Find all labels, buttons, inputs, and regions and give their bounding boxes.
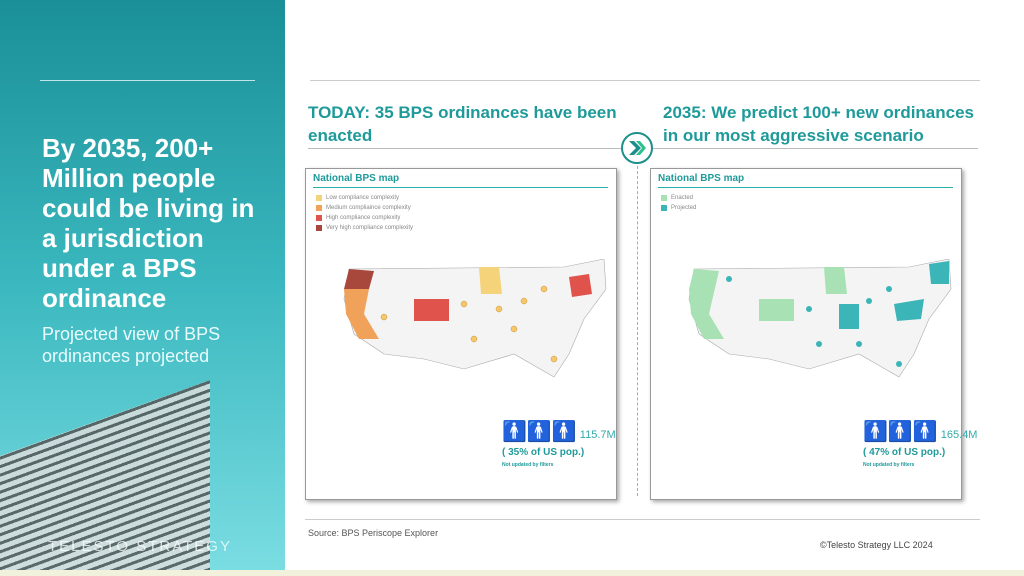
- divider: [310, 80, 980, 81]
- population-stat: 🚹🚹🚹 165.4M ( 47% of US pop.) Not updated…: [863, 419, 1013, 468]
- map-legend: Low compliance complexity Medium compliai…: [316, 193, 413, 233]
- future-heading: 2035: We predict 100+ new ordinances in …: [663, 103, 975, 145]
- legend-item: Low compliance complexity: [316, 193, 413, 203]
- population-stat: 🚹🚹🚹 115.7M ( 35% of US pop.) Not updated…: [502, 419, 652, 468]
- population-value: 165.4M: [940, 429, 978, 441]
- people-icon: 🚹🚹🚹: [502, 421, 577, 443]
- us-map: [688, 259, 952, 378]
- legend-swatch: [316, 205, 322, 211]
- slide-subtitle: Projected view of BPS ordinances project…: [42, 324, 221, 366]
- population-percent: ( 35% of US pop.): [502, 447, 585, 458]
- us-map: [343, 259, 607, 378]
- filter-note: Not updated by filters: [863, 462, 915, 468]
- legend-swatch: [316, 225, 322, 231]
- population-value: 115.7M: [579, 429, 616, 441]
- future-map-card: National BPS map Enacted Projected 🚹🚹🚹 16…: [650, 168, 977, 500]
- divider: [40, 80, 255, 81]
- source-note: Source: BPS Periscope Explorer: [308, 528, 439, 538]
- company-logo: TELESTO STRATEGY: [48, 538, 232, 555]
- legend-label: High compliance complexity: [326, 215, 401, 221]
- legend-item: Enacted: [661, 193, 696, 203]
- dashed-divider: [637, 166, 638, 496]
- map-title: National BPS map: [658, 173, 745, 184]
- legend-item: Projected: [661, 203, 696, 213]
- chevron-right-icon: [621, 132, 653, 164]
- people-icon: 🚹🚹🚹: [863, 421, 938, 443]
- legend-label: Enacted: [671, 195, 694, 201]
- legend-swatch: [661, 205, 667, 211]
- filter-note: Not updated by filters: [502, 462, 554, 468]
- legend-item: High compliance complexity: [316, 213, 413, 223]
- legend-label: Very high compliance complexity: [326, 225, 414, 231]
- legend-swatch: [316, 215, 322, 221]
- left-panel: By 2035, 200+ Million people could be li…: [0, 0, 285, 570]
- legend-label: Medium compliaince complexity: [326, 205, 411, 211]
- copyright: ©Telesto Strategy LLC 2024: [820, 540, 933, 550]
- map-legend: Enacted Projected: [661, 193, 696, 213]
- legend-item: Medium compliaince complexity: [316, 203, 413, 213]
- legend-swatch: [316, 195, 322, 201]
- today-map-card: National BPS map Low compliance complexi…: [305, 168, 617, 500]
- population-percent: ( 47% of US pop.): [863, 447, 946, 458]
- slide-title: By 2035, 200+ Million people could be li…: [42, 133, 255, 313]
- legend-label: Low compliance complexity: [326, 195, 400, 201]
- legend-item: Very high compliance complexity: [316, 223, 413, 233]
- map-title: National BPS map: [313, 173, 400, 184]
- legend-label: Projected: [671, 205, 697, 211]
- divider: [305, 519, 980, 520]
- today-heading: TODAY: 35 BPS ordinances have been enact…: [308, 103, 617, 145]
- bottom-strip: [0, 570, 1024, 576]
- legend-swatch: [661, 195, 667, 201]
